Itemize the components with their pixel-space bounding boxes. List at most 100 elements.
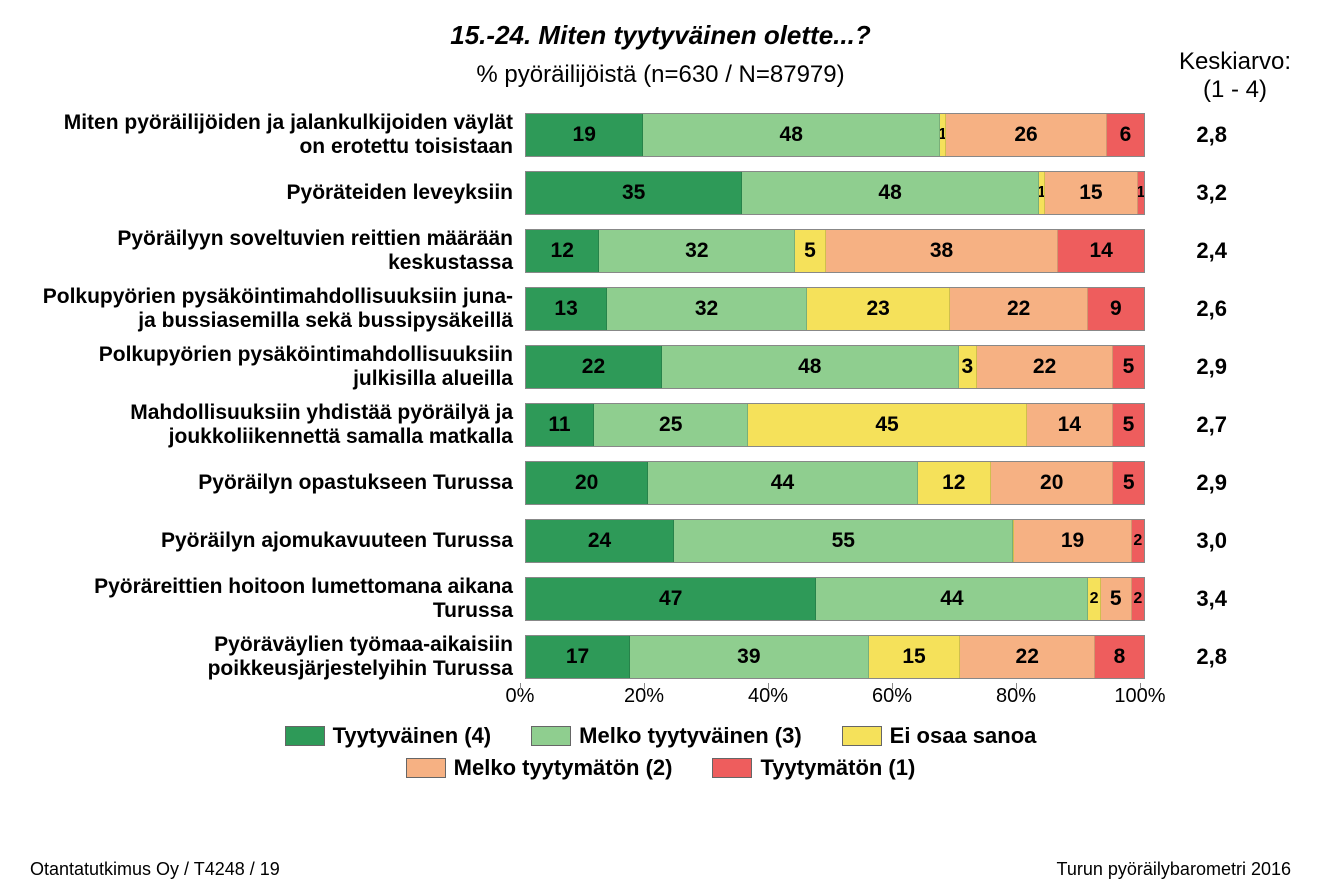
- row-label: Polkupyörien pysäköintimahdollisuuksiin …: [35, 343, 525, 391]
- bar-segment-melko_tyytyvainen: 25: [594, 404, 749, 446]
- bar-segment-melko_tyytymaton: 26: [946, 114, 1107, 156]
- legend: Tyytyväinen (4) Melko tyytyväinen (3) Ei o…: [161, 723, 1161, 781]
- average-header: Keskiarvo: (1 - 4): [1179, 48, 1291, 104]
- bar-segment-melko_tyytyvainen: 39: [630, 636, 869, 678]
- bar-segment-ei_osaa_sanoa: 5: [795, 230, 826, 272]
- bar-segment-melko_tyytyvainen: 44: [816, 578, 1088, 620]
- bar-segment-tyytymaton: 9: [1088, 288, 1144, 330]
- bar-segment-tyytyvainen: 47: [526, 578, 816, 620]
- stacked-bar: 173915228: [525, 635, 1145, 679]
- chart-subtitle: % pyöräilijöistä (n=630 / N=87979): [30, 61, 1291, 89]
- bar-segment-melko_tyytyvainen: 48: [643, 114, 940, 156]
- bar-segment-tyytymaton: 8: [1095, 636, 1144, 678]
- bar-segment-tyytymaton: 5: [1113, 462, 1144, 504]
- chart-row: Pyöräteiden leveyksiin354811513,2: [35, 165, 1291, 221]
- bar-segment-tyytyvainen: 13: [526, 288, 607, 330]
- row-label: Miten pyöräilijöiden ja jalankulkijoiden…: [35, 111, 525, 159]
- stacked-bar: 4744252: [525, 577, 1145, 621]
- x-axis: 0%20%40%60%80%100%: [520, 685, 1140, 713]
- bar-segment-tyytyvainen: 11: [526, 404, 594, 446]
- stacked-bar: 133223229: [525, 287, 1145, 331]
- bar-segment-ei_osaa_sanoa: 2: [1088, 578, 1100, 620]
- bar-segment-melko_tyytyvainen: 44: [648, 462, 917, 504]
- chart-row: Mahdollisuuksiin yhdistää pyöräilyä ja j…: [35, 397, 1291, 453]
- bar-segment-tyytyvainen: 24: [526, 520, 674, 562]
- row-label: Pyöräväylien työmaa-aikaisiin poikkeusjä…: [35, 633, 525, 681]
- bar-segment-tyytyvainen: 35: [526, 172, 742, 214]
- bar-segment-tyytymaton: 5: [1113, 404, 1144, 446]
- bar-segment-ei_osaa_sanoa: 15: [869, 636, 961, 678]
- bar-segment-melko_tyytyvainen: 48: [662, 346, 959, 388]
- chart-row: Pyöräilyyn soveltuvien reittien määrään …: [35, 223, 1291, 279]
- bar-segment-tyytyvainen: 19: [526, 114, 643, 156]
- axis-tick-mark: [768, 683, 769, 689]
- bar-segment-melko_tyytyvainen: 55: [674, 520, 1013, 562]
- stacked-bar: 204412205: [525, 461, 1145, 505]
- row-average: 2,7: [1145, 412, 1235, 438]
- row-label: Pyöräilyn opastukseen Turussa: [35, 471, 525, 495]
- chart-row: Pyöräilyn opastukseen Turussa2044122052,…: [35, 455, 1291, 511]
- avg-header-line2: (1 - 4): [1179, 76, 1291, 104]
- axis-tick-mark: [892, 683, 893, 689]
- bar-segment-ei_osaa_sanoa: 3: [959, 346, 978, 388]
- chart-row: Pyöräilyn ajomukavuuteen Turussa24550192…: [35, 513, 1291, 569]
- stacked-bar: 22483225: [525, 345, 1145, 389]
- row-label: Polkupyörien pysäköintimahdollisuuksiin …: [35, 285, 525, 333]
- axis-tick-mark: [644, 683, 645, 689]
- legend-label: Melko tyytyväinen (3): [579, 723, 802, 749]
- bar-segment-tyytymaton: 14: [1058, 230, 1144, 272]
- row-label: Pyöräteiden leveyksiin: [35, 181, 525, 205]
- bar-segment-melko_tyytymaton: 38: [826, 230, 1059, 272]
- bar-segment-tyytyvainen: 12: [526, 230, 599, 272]
- bar-segment-melko_tyytyvainen: 32: [607, 288, 807, 330]
- legend-label: Ei osaa sanoa: [890, 723, 1037, 749]
- row-average: 2,8: [1145, 644, 1235, 670]
- legend-swatch: [406, 758, 446, 778]
- bar-segment-ei_osaa_sanoa: 12: [918, 462, 991, 504]
- bar-segment-ei_osaa_sanoa: 23: [807, 288, 951, 330]
- stacked-bar: 19481266: [525, 113, 1145, 157]
- legend-label: Melko tyytymätön (2): [454, 755, 673, 781]
- row-label: Pyöräreittien hoitoon lumettomana aikana…: [35, 575, 525, 623]
- row-label: Mahdollisuuksiin yhdistää pyöräilyä ja j…: [35, 401, 525, 449]
- avg-header-line1: Keskiarvo:: [1179, 48, 1291, 76]
- axis-tick-mark: [1140, 683, 1141, 689]
- bar-segment-melko_tyytymaton: 22: [950, 288, 1087, 330]
- row-average: 2,8: [1145, 122, 1235, 148]
- bar-segment-melko_tyytymaton: 20: [991, 462, 1113, 504]
- legend-swatch: [712, 758, 752, 778]
- chart-row: Polkupyörien pysäköintimahdollisuuksiin …: [35, 281, 1291, 337]
- footer-right: Turun pyöräilybarometri 2016: [1057, 859, 1291, 880]
- bar-segment-tyytyvainen: 22: [526, 346, 662, 388]
- bar-segment-tyytymaton: 1: [1138, 172, 1144, 214]
- bar-segment-tyytyvainen: 17: [526, 636, 630, 678]
- legend-item: Ei osaa sanoa: [842, 723, 1037, 749]
- legend-label: Tyytyväinen (4): [333, 723, 492, 749]
- bar-segment-melko_tyytymaton: 14: [1027, 404, 1114, 446]
- stacked-bar: 123253814: [525, 229, 1145, 273]
- stacked-bar: 112545145: [525, 403, 1145, 447]
- bar-segment-tyytymaton: 2: [1132, 578, 1144, 620]
- bar-segment-melko_tyytymaton: 22: [977, 346, 1113, 388]
- legend-swatch: [285, 726, 325, 746]
- row-average: 2,9: [1145, 470, 1235, 496]
- bar-segment-melko_tyytymaton: 19: [1014, 520, 1131, 562]
- axis-row: 0%20%40%60%80%100%: [30, 685, 1291, 715]
- footer-left: Otantatutkimus Oy / T4248 / 19: [30, 859, 280, 880]
- chart-row: Pyöräväylien työmaa-aikaisiin poikkeusjä…: [35, 629, 1291, 685]
- legend-item: Melko tyytymätön (2): [406, 755, 673, 781]
- row-average: 3,0: [1145, 528, 1235, 554]
- bar-segment-melko_tyytyvainen: 32: [599, 230, 795, 272]
- bar-segment-tyytymaton: 5: [1113, 346, 1144, 388]
- row-average: 2,4: [1145, 238, 1235, 264]
- legend-swatch: [842, 726, 882, 746]
- row-average: 2,6: [1145, 296, 1235, 322]
- bar-segment-ei_osaa_sanoa: 45: [748, 404, 1026, 446]
- chart-area: Miten pyöräilijöiden ja jalankulkijoiden…: [35, 107, 1291, 685]
- chart-title: 15.-24. Miten tyytyväinen olette...?: [30, 20, 1291, 51]
- bar-segment-melko_tyytyvainen: 48: [742, 172, 1039, 214]
- legend-swatch: [531, 726, 571, 746]
- row-average: 3,2: [1145, 180, 1235, 206]
- row-label: Pyöräilyyn soveltuvien reittien määrään …: [35, 227, 525, 275]
- bar-segment-melko_tyytymaton: 5: [1101, 578, 1132, 620]
